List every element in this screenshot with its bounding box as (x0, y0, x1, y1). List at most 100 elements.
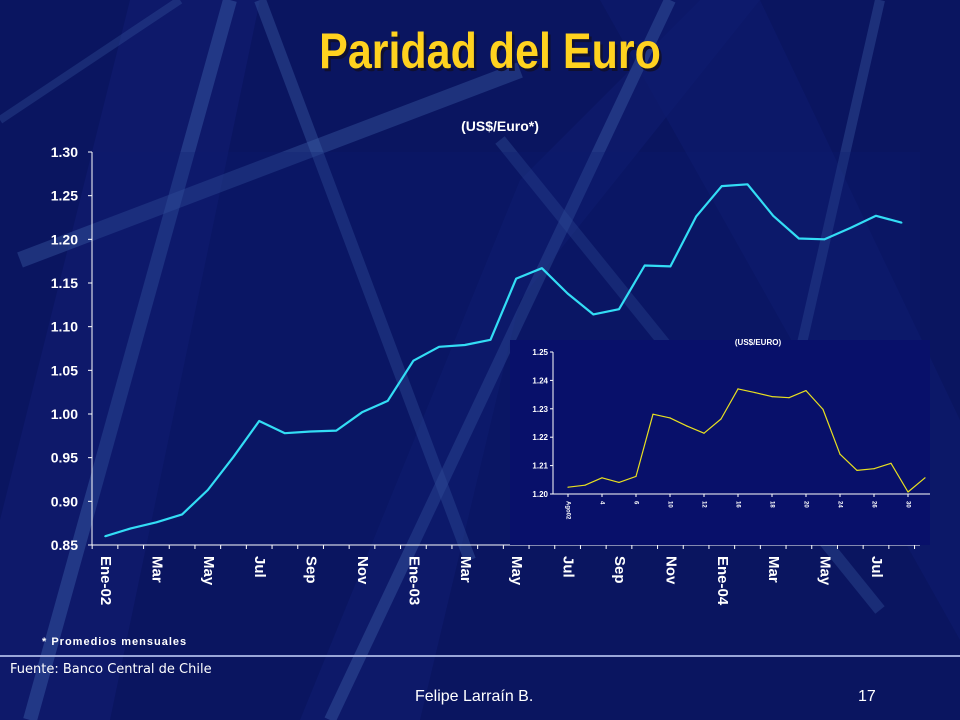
main-series-line (104, 183, 902, 538)
main-data-point (129, 527, 132, 530)
footnote: * Promedios mensuales (42, 636, 188, 648)
main-data-point (412, 359, 415, 362)
main-data-point (849, 227, 852, 229)
main-data-point (335, 429, 338, 432)
inset-data-point (771, 396, 773, 398)
inset-x-tick-label: 26 (870, 501, 876, 508)
inset-data-point (635, 475, 637, 477)
inset-data-point (618, 481, 620, 483)
inset-data-point (856, 469, 858, 471)
main-y-tick-label: 0.95 (51, 450, 78, 466)
main-data-point (721, 185, 723, 187)
main-data-point (361, 411, 363, 414)
inset-data-point (873, 468, 875, 470)
main-x-tick-label: Mar (148, 556, 165, 583)
main-data-point (746, 183, 749, 186)
main-data-point (618, 308, 620, 311)
main-data-point (155, 521, 158, 524)
main-x-tick-label: Ene-04 (714, 556, 731, 606)
main-data-point (541, 267, 543, 270)
main-data-point (592, 313, 595, 316)
inset-data-point (805, 390, 807, 392)
inset-chart-title: (US$/EURO) (735, 338, 782, 347)
main-x-tick-label: Ene-02 (97, 556, 114, 605)
source-note: Fuente: Banco Central de Chile (10, 662, 212, 677)
main-y-tick-label: 1.25 (51, 188, 78, 204)
main-data-point (515, 277, 517, 280)
slide-title: Paridad del Euro (319, 23, 661, 79)
main-x-tick-label: Nov (662, 556, 679, 585)
inset-y-tick-label: 1.22 (532, 433, 548, 442)
main-chart-title: (US$/Euro*) (461, 118, 539, 134)
main-data-point (875, 215, 877, 217)
main-data-point (566, 292, 569, 295)
inset-x-tick-label: 4 (598, 501, 604, 505)
main-data-point (284, 432, 286, 435)
inset-panel (510, 340, 930, 545)
inset-data-point (788, 397, 790, 399)
main-data-point (823, 238, 826, 241)
main-x-tick-label: Mar (765, 556, 782, 583)
main-x-tick-label: Ene-03 (405, 556, 422, 605)
inset-data-point (652, 413, 654, 415)
main-x-tick-label: Nov (354, 556, 371, 585)
main-y-tick-label: 0.90 (51, 493, 78, 509)
inset-data-point (839, 453, 841, 455)
inset-data-point (907, 491, 909, 493)
main-y-tick-label: 0.85 (51, 537, 78, 553)
inset-x-tick-label: 16 (734, 501, 740, 508)
main-x-tick-label: May (200, 556, 217, 586)
main-data-point (900, 221, 903, 224)
main-data-point (386, 400, 389, 402)
inset-data-point (601, 477, 603, 479)
inset-x-tick-label: 6 (632, 501, 638, 505)
inset-x-tick-label: 10 (666, 501, 672, 508)
main-data-point (464, 344, 466, 346)
main-y-tick-label: 1.10 (51, 319, 78, 335)
main-data-point (798, 237, 800, 240)
author-name: Felipe Larraín B. (415, 688, 534, 705)
main-data-point (438, 346, 440, 348)
inset-y-tick-label: 1.23 (532, 405, 548, 414)
main-x-tick-label: Jul (251, 556, 268, 578)
inset-x-tick-label: 18 (768, 501, 774, 508)
inset-y-tick-label: 1.24 (532, 376, 548, 385)
inset-data-point (890, 462, 892, 464)
inset-data-point (686, 425, 688, 427)
main-x-tick-label: Sep (303, 556, 320, 584)
main-y-tick-label: 1.30 (51, 144, 78, 160)
main-data-point (232, 456, 235, 458)
main-data-point (643, 264, 646, 267)
main-y-tick-label: 1.05 (51, 362, 78, 378)
inset-x-tick-label: Ago02 (564, 501, 570, 520)
inset-y-tick-label: 1.21 (532, 462, 548, 471)
main-data-point (181, 513, 183, 516)
main-y-tick-label: 1.15 (51, 275, 78, 291)
inset-data-point (567, 486, 569, 488)
main-x-tick-label: Mar (457, 556, 474, 583)
footer-divider (0, 655, 960, 657)
main-x-tick-label: Jul (868, 556, 885, 578)
main-x-tick-label: May (817, 556, 834, 586)
main-data-point (309, 430, 312, 433)
inset-data-point (720, 418, 722, 420)
inset-x-tick-label: 12 (700, 501, 706, 508)
inset-data-point (924, 477, 926, 479)
main-x-tick-label: Sep (611, 556, 628, 584)
main-y-tick-label: 1.00 (51, 406, 78, 422)
inset-series-line (567, 388, 926, 493)
inset-x-tick-label: 24 (836, 501, 842, 508)
inset-data-point (822, 408, 824, 410)
main-y-tick-label: 1.20 (51, 231, 78, 247)
inset-data-point (754, 392, 756, 394)
main-x-tick-label: May (508, 556, 525, 586)
inset-data-point (703, 432, 705, 434)
inset-x-tick-label: 20 (802, 501, 808, 508)
main-data-point (207, 489, 209, 491)
inset-y-tick-label: 1.20 (532, 490, 548, 499)
main-data-point (258, 420, 261, 422)
main-data-point (669, 265, 672, 268)
main-data-point (695, 215, 697, 218)
main-data-point (772, 215, 774, 217)
